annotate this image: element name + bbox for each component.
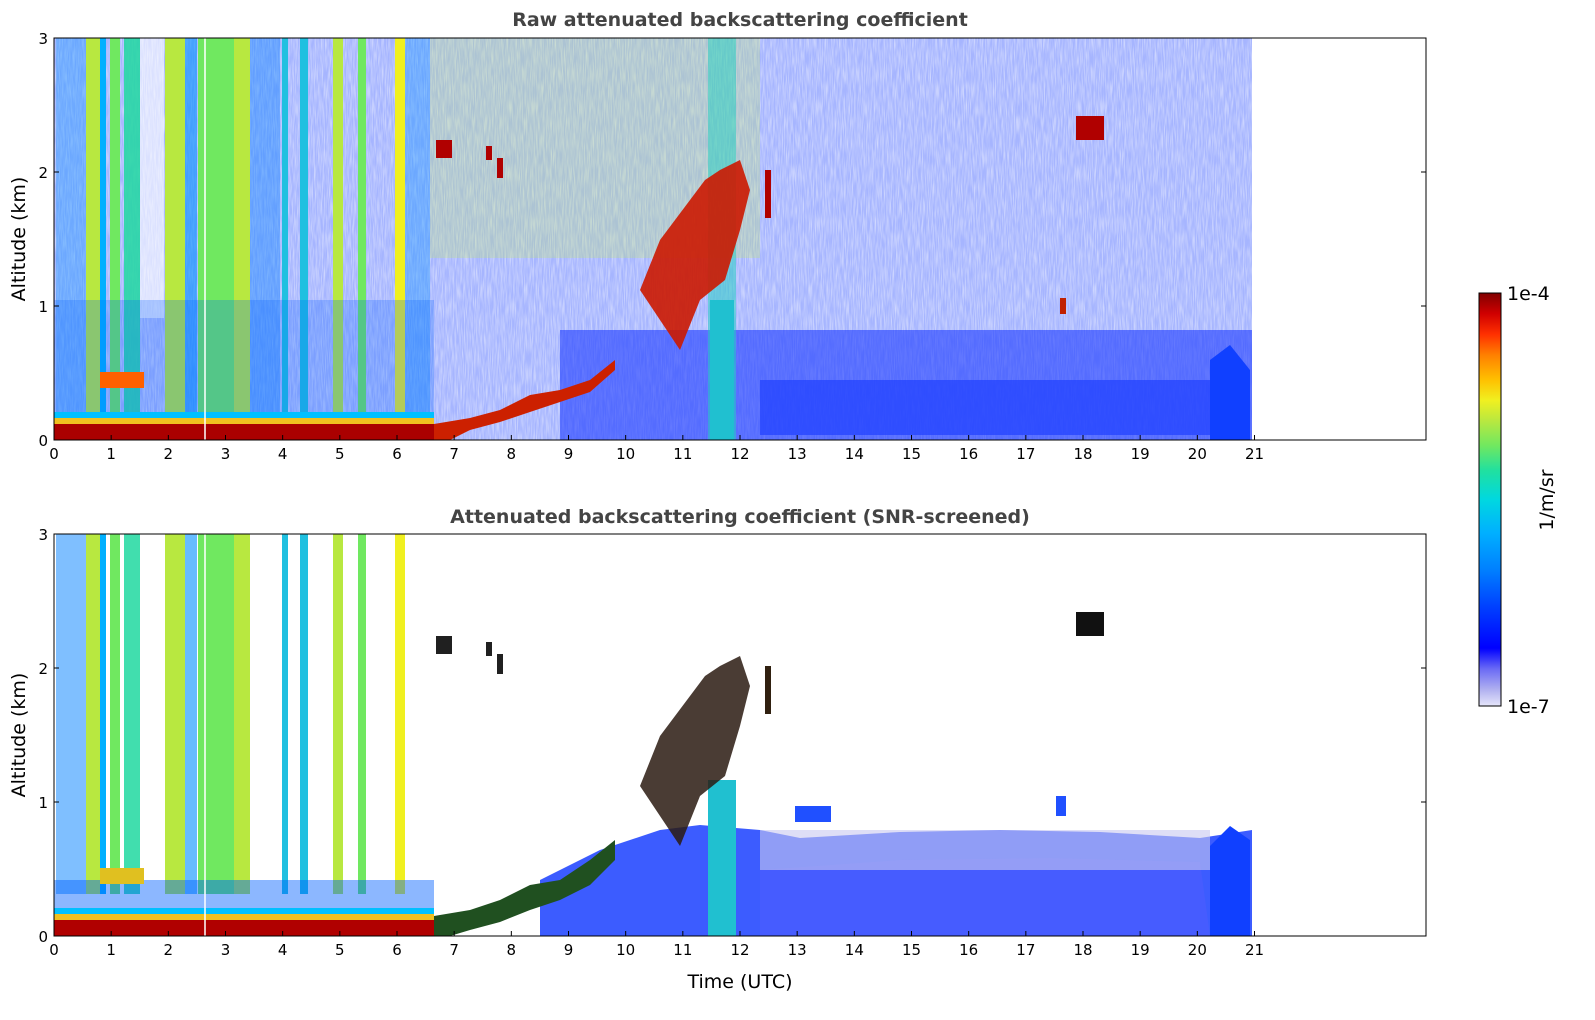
x-tick-label: 3 bbox=[221, 941, 231, 959]
raw-streaks bbox=[56, 38, 760, 440]
x-tick-label: 21 bbox=[1245, 941, 1264, 959]
x-tick-label: 3 bbox=[221, 445, 231, 463]
screened-y-axis: 0 1 2 3 bbox=[38, 526, 1426, 946]
x-tick-label: 0 bbox=[49, 445, 59, 463]
x-tick-label: 20 bbox=[1188, 941, 1207, 959]
x-tick-label: 8 bbox=[507, 445, 517, 463]
x-tick-label: 5 bbox=[335, 445, 345, 463]
screened-panel-title: Attenuated backscattering coefficient (S… bbox=[450, 506, 1030, 528]
screened-low-layer bbox=[100, 868, 144, 884]
x-tick-label: 19 bbox=[1131, 941, 1150, 959]
colorbar-max-label: 1e-4 bbox=[1507, 283, 1550, 305]
screened-gap-c bbox=[310, 534, 332, 884]
y-tick-label: 0 bbox=[38, 432, 48, 450]
x-tick-label: 11 bbox=[673, 445, 692, 463]
screened-heatmap bbox=[54, 534, 1252, 936]
x-tick-label: 11 bbox=[673, 941, 692, 959]
y-tick-label: 2 bbox=[38, 164, 48, 182]
raw-late-blob bbox=[1210, 345, 1250, 440]
x-tick-label: 1 bbox=[106, 941, 116, 959]
screened-y-axis-label: Altitude (km) bbox=[8, 673, 30, 798]
x-tick-label: 17 bbox=[1016, 445, 1035, 463]
screened-gap-b bbox=[250, 534, 280, 884]
x-tick-label: 14 bbox=[845, 941, 864, 959]
x-tick-label: 15 bbox=[902, 445, 921, 463]
screened-surface-core bbox=[54, 920, 434, 936]
raw-empty-region bbox=[1252, 38, 1426, 440]
raw-y-axis: 0 1 2 3 bbox=[38, 30, 1426, 450]
x-tick-label: 12 bbox=[730, 445, 749, 463]
x-tick-label: 18 bbox=[1073, 941, 1092, 959]
raw-surface-core bbox=[54, 424, 434, 440]
x-tick-label: 7 bbox=[449, 941, 459, 959]
x-tick-label: 4 bbox=[278, 445, 288, 463]
raw-x-axis: 0 1 2 3 4 5 6 7 8 9 10 11 12 13 14 15 16 17 18 19 20 21 bbox=[49, 435, 1264, 463]
x-tick-label: 18 bbox=[1073, 445, 1092, 463]
screened-gap-a bbox=[140, 534, 164, 824]
raw-panel: Raw attenuated backscattering coefficien… bbox=[8, 9, 1427, 463]
raw-y-axis-label: Altitude (km) bbox=[8, 177, 30, 302]
x-tick-label: 0 bbox=[49, 941, 59, 959]
raw-surface-top bbox=[54, 412, 434, 420]
x-tick-label: 20 bbox=[1188, 445, 1207, 463]
colorbar-label: 1/m/sr bbox=[1536, 469, 1558, 530]
raw-clouds bbox=[436, 116, 1104, 350]
x-tick-label: 21 bbox=[1245, 445, 1264, 463]
y-tick-label: 2 bbox=[38, 660, 48, 678]
colorbar-gradient bbox=[1478, 292, 1502, 707]
x-tick-label: 5 bbox=[335, 941, 345, 959]
x-tick-label: 19 bbox=[1131, 445, 1150, 463]
raw-bl-rise bbox=[434, 360, 615, 440]
screened-late-blob bbox=[1210, 826, 1250, 936]
screened-gap-d bbox=[345, 534, 357, 884]
x-axis-label: Time (UTC) bbox=[686, 971, 792, 993]
y-tick-label: 3 bbox=[38, 30, 48, 48]
raw-aerosol-core bbox=[760, 380, 1240, 435]
screened-aerosol-top bbox=[760, 830, 1210, 870]
raw-panel-title: Raw attenuated backscattering coefficien… bbox=[512, 9, 968, 31]
colorbar: 1e-4 1e-7 1/m/sr bbox=[1478, 283, 1558, 718]
y-tick-label: 0 bbox=[38, 928, 48, 946]
screened-low-haze bbox=[54, 880, 434, 910]
x-tick-label: 13 bbox=[788, 941, 807, 959]
x-tick-label: 16 bbox=[959, 445, 978, 463]
x-tick-label: 7 bbox=[449, 445, 459, 463]
x-tick-label: 10 bbox=[616, 445, 635, 463]
screened-gap-e bbox=[368, 534, 394, 884]
raw-surface-mid bbox=[54, 418, 434, 424]
screened-streaks bbox=[56, 534, 736, 936]
screened-clouds bbox=[436, 612, 1104, 846]
x-tick-label: 1 bbox=[106, 445, 116, 463]
screened-x-axis: 0 1 2 3 4 5 6 7 8 9 10 11 12 13 14 15 16 17 18 19 20 21 bbox=[49, 931, 1264, 959]
raw-heatmap bbox=[54, 38, 1426, 440]
colorbar-min-label: 1e-7 bbox=[1507, 696, 1550, 718]
x-tick-label: 8 bbox=[507, 941, 517, 959]
y-tick-label: 3 bbox=[38, 526, 48, 544]
screened-bl-rise bbox=[434, 840, 615, 936]
x-tick-label: 9 bbox=[564, 941, 574, 959]
x-tick-label: 16 bbox=[959, 941, 978, 959]
x-tick-label: 6 bbox=[392, 445, 402, 463]
x-tick-label: 15 bbox=[902, 941, 921, 959]
screened-aerosol-core bbox=[760, 858, 1210, 936]
x-tick-label: 9 bbox=[564, 445, 574, 463]
x-tick-label: 17 bbox=[1016, 941, 1035, 959]
x-tick-label: 13 bbox=[788, 445, 807, 463]
y-tick-label: 1 bbox=[38, 794, 48, 812]
raw-low-haze bbox=[54, 300, 434, 420]
x-tick-label: 6 bbox=[392, 941, 402, 959]
y-tick-label: 1 bbox=[38, 298, 48, 316]
x-tick-label: 2 bbox=[164, 941, 174, 959]
x-tick-label: 2 bbox=[164, 445, 174, 463]
x-tick-label: 12 bbox=[730, 941, 749, 959]
screened-panel: Attenuated backscattering coefficient (S… bbox=[8, 506, 1427, 993]
screened-surface-mid bbox=[54, 914, 434, 920]
x-tick-label: 4 bbox=[278, 941, 288, 959]
raw-low-layer bbox=[100, 372, 144, 388]
screened-surface-top bbox=[54, 908, 434, 916]
x-tick-label: 14 bbox=[845, 445, 864, 463]
x-tick-label: 10 bbox=[616, 941, 635, 959]
